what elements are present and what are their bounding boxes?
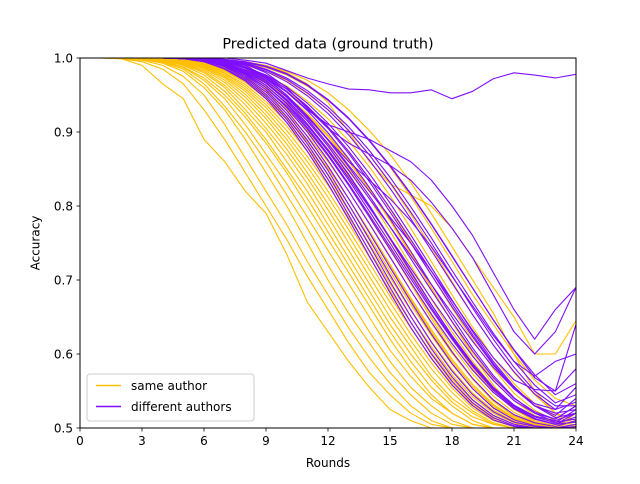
legend: same author different authors (86, 373, 255, 422)
y-tick-label: 0.9 (54, 125, 73, 139)
x-axis: 0 3 6 9 12 15 18 21 24 (76, 428, 584, 448)
y-axis: 0.5 0.6 0.7 0.8 0.9 1.0 (54, 51, 80, 435)
x-tick-label: 0 (76, 434, 84, 448)
x-tick-label: 9 (262, 434, 270, 448)
legend-box (86, 373, 255, 422)
chart-title: Predicted data (ground truth) (222, 37, 433, 53)
series-same-author-6 (80, 57, 576, 428)
x-tick-label: 15 (382, 434, 397, 448)
series-same-author-12 (80, 57, 576, 428)
y-axis-label: Accuracy (29, 216, 43, 271)
legend-label-same-author: same author (131, 379, 207, 393)
series-same-author-5 (80, 57, 576, 428)
x-tick-label: 6 (200, 434, 208, 448)
y-tick-label: 1.0 (54, 51, 73, 65)
series-same-author-2 (80, 57, 576, 428)
y-tick-label: 0.5 (54, 421, 73, 435)
plot-area (80, 58, 576, 428)
series-same-author-30 (80, 57, 576, 428)
legend-label-different-authors: different authors (131, 400, 232, 414)
x-tick-label: 18 (444, 434, 459, 448)
x-tick-label: 21 (506, 434, 521, 448)
y-tick-label: 0.7 (54, 273, 73, 287)
series-same-author-0 (80, 57, 576, 428)
y-tick-label: 0.8 (54, 199, 73, 213)
series-same-author-4 (80, 57, 576, 428)
series-same-author-3 (80, 57, 576, 428)
x-axis-label: Rounds (306, 456, 350, 470)
series-same-author-1 (80, 57, 576, 428)
x-tick-label: 24 (568, 434, 583, 448)
y-tick-label: 0.6 (54, 347, 73, 361)
x-tick-label: 3 (138, 434, 146, 448)
x-tick-label: 12 (320, 434, 335, 448)
